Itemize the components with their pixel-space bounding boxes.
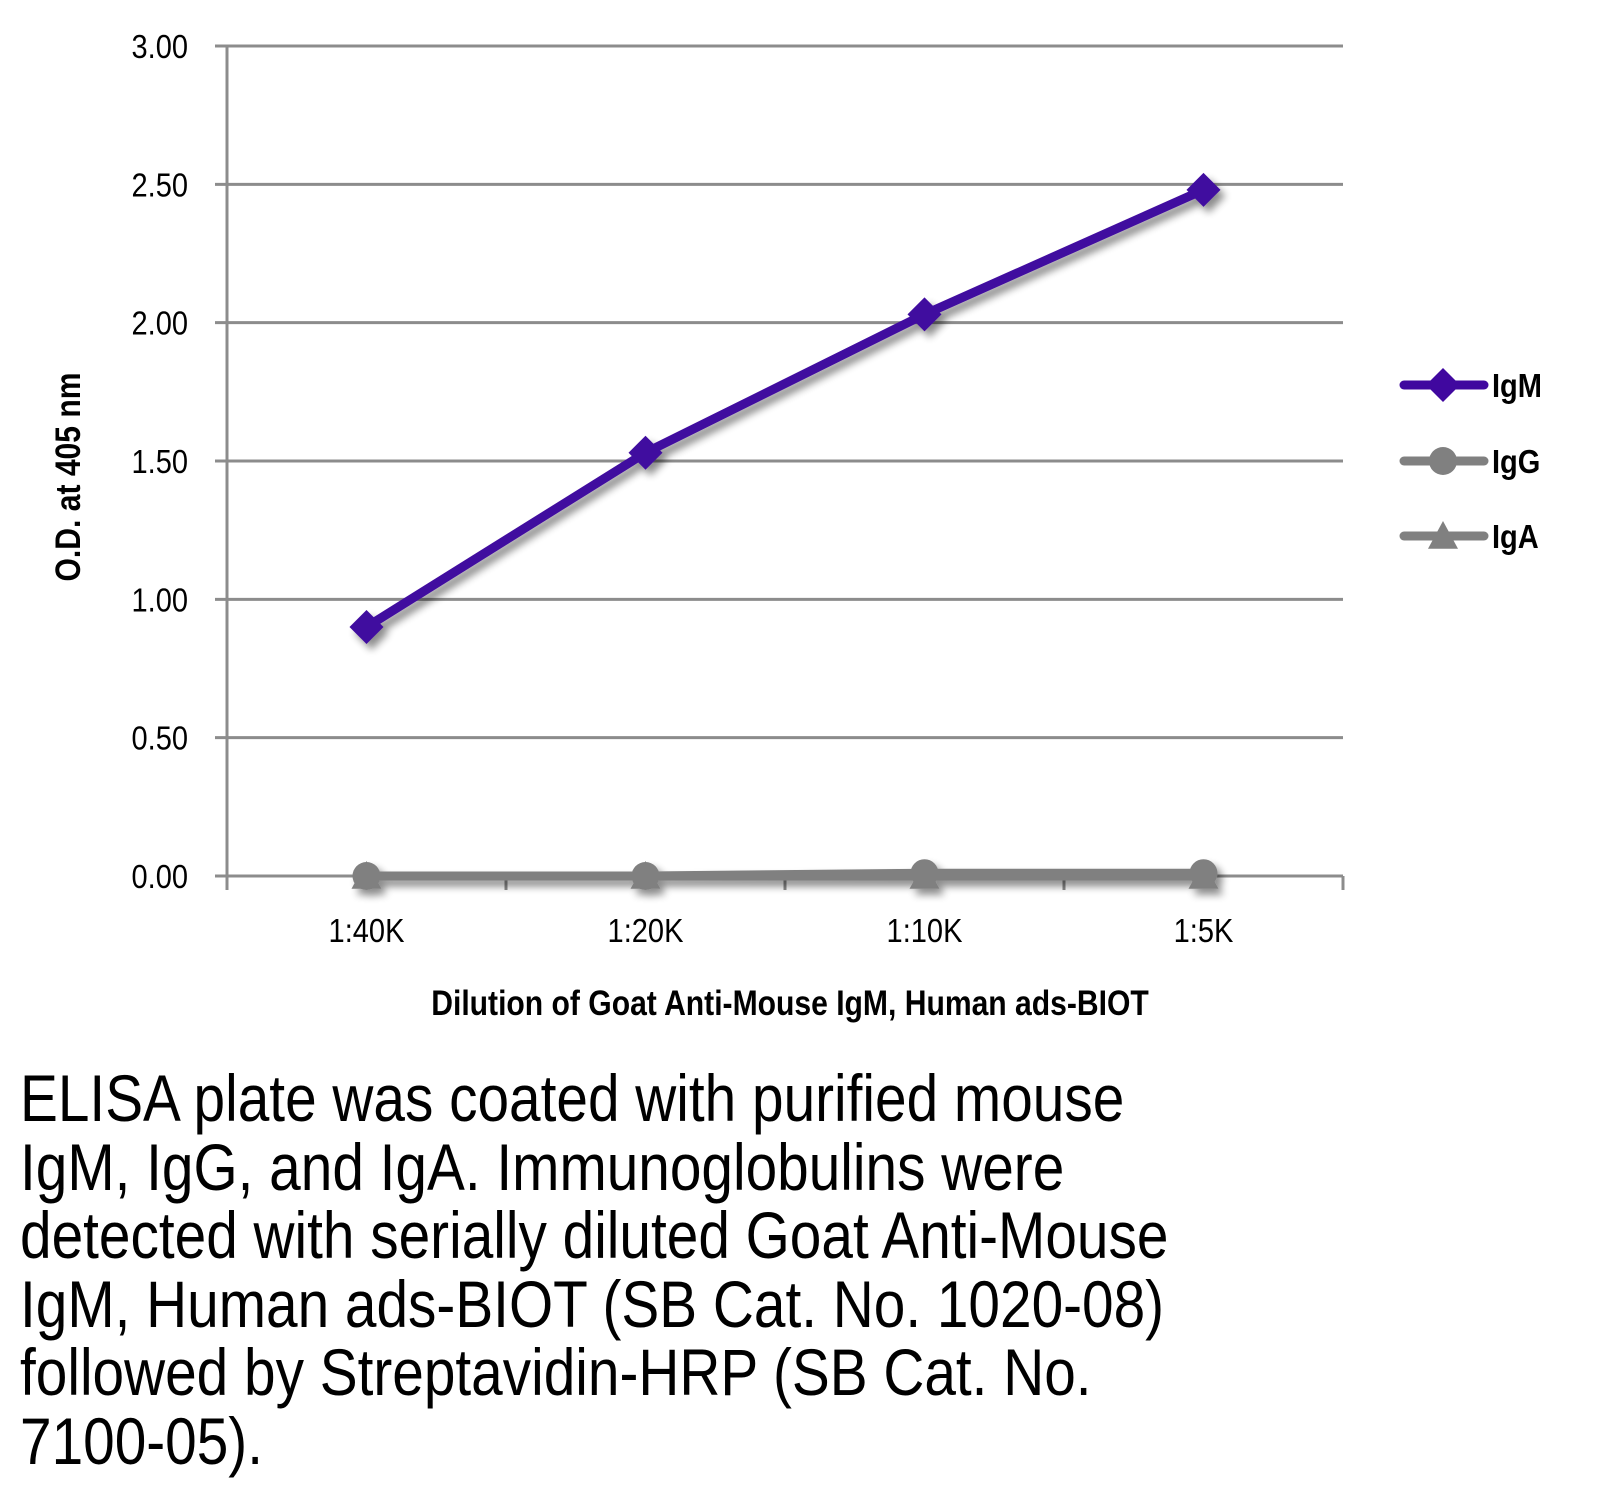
x-axis-title: Dilution of Goat Anti-Mouse IgM, Human a… (431, 983, 1149, 1023)
y-tick-label: 1.00 (131, 582, 188, 619)
axes (225, 46, 1345, 890)
series (349, 172, 1221, 890)
legend-item-igm: IgM (1399, 367, 1542, 404)
legend-label: IgA (1492, 518, 1539, 555)
y-tick-label: 3.00 (131, 28, 188, 65)
legend: IgM IgG IgA (1399, 367, 1542, 555)
y-tick-labels: 0.00 0.50 1.00 1.50 2.00 2.50 3.00 (131, 28, 188, 895)
legend-label: IgM (1492, 367, 1542, 404)
caption-line: IgM, IgG, and IgA. Immunoglobulins were (20, 1129, 1065, 1204)
data-point-circle (910, 859, 939, 888)
series-igm (349, 172, 1221, 644)
legend-marker-diamond-icon (1426, 368, 1460, 402)
x-tick-label: 1:40K (329, 912, 405, 949)
y-tick-label: 2.50 (131, 167, 188, 204)
caption-line: 7100-05). (20, 1403, 263, 1478)
x-tick-labels: 1:40K 1:20K 1:10K 1:5K (329, 912, 1234, 949)
data-point-circle (1189, 859, 1218, 888)
figure-caption: ELISA plate was coated with purified mou… (20, 1064, 1362, 1476)
caption-line: followed by Streptavidin-HRP (SB Cat. No… (20, 1335, 1092, 1410)
y-tick-label: 1.50 (131, 443, 188, 480)
y-tick-label: 0.00 (131, 858, 188, 895)
x-tick-label: 1:5K (1174, 912, 1234, 949)
series-line (364, 185, 1206, 631)
elisa-line-chart: 0.000.501.001.502.002.503.00 1:40K 1:20K 1… (48, 28, 1542, 1023)
data-point-circle (631, 862, 660, 890)
legend-marker-triangle-icon (1428, 521, 1458, 549)
gridlines (215, 44, 1343, 878)
y-tick-label: 0.50 (131, 720, 188, 757)
data-point-diamond (628, 435, 663, 470)
series-igg (352, 859, 1218, 890)
legend-item-iga: IgA (1399, 518, 1539, 555)
series-line (366, 868, 1204, 881)
y-axis-title: O.D. at 405 nm (48, 373, 88, 582)
legend-item-igg: IgG (1399, 443, 1540, 480)
legend-marker-circle-icon (1429, 447, 1457, 475)
caption-line: IgM, Human ads-BIOT (SB Cat. No. 1020-08… (20, 1266, 1165, 1341)
data-point-diamond (1186, 172, 1221, 207)
data-point-circle (352, 862, 381, 890)
caption-line: ELISA plate was coated with purified mou… (20, 1061, 1125, 1135)
data-point-diamond (349, 610, 384, 644)
x-tick-label: 1:20K (608, 912, 684, 949)
x-tick-label: 1:10K (887, 912, 963, 949)
y-tick-label: 2.00 (131, 305, 188, 342)
legend-label: IgG (1492, 443, 1540, 480)
caption-line: detected with serially diluted Goat Anti… (20, 1198, 1169, 1273)
data-point-diamond (907, 297, 942, 332)
